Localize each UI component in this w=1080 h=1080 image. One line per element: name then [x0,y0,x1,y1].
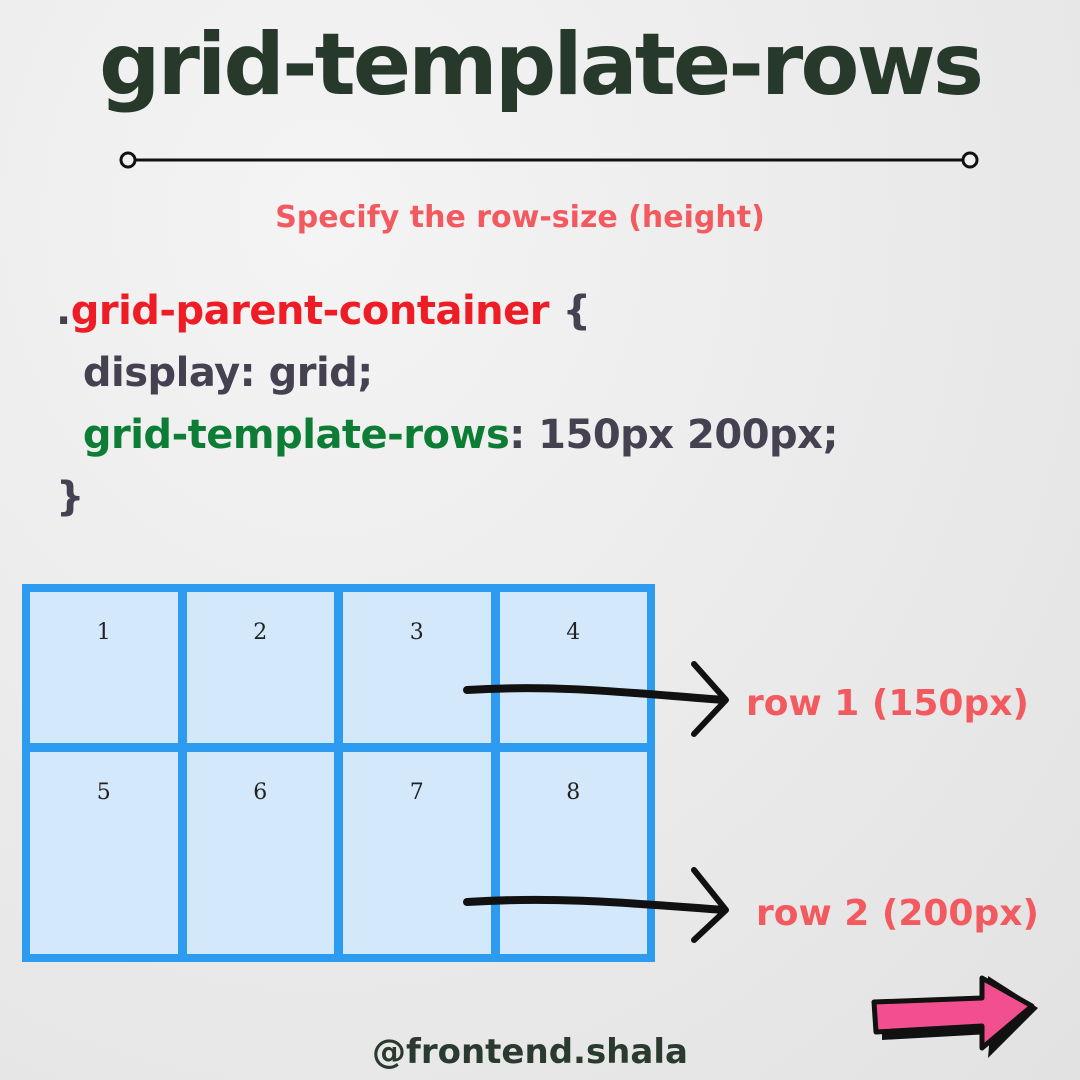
grid-cell: 4 [499,592,647,744]
selector-dot: . [56,288,71,334]
grid-cell: 6 [186,752,334,954]
code-line-display: display: grid; [56,350,373,396]
grid-cell: 5 [30,752,178,954]
grid-cell: 2 [186,592,334,744]
grid-cell: 3 [343,592,491,744]
page-title: grid-template-rows [98,15,984,115]
next-arrow-icon[interactable] [870,968,1046,1068]
grid-cell: 7 [343,752,491,954]
selector-name: grid-parent-container [70,288,550,334]
row1-label: row 1 (150px) [746,683,1029,724]
row2-label: row 2 (200px) [756,893,1039,934]
property-name: grid-template-rows [82,412,510,458]
grid-cell: 1 [30,592,178,744]
code-line-template-rows: grid-template-rows: 150px 200px; [56,404,839,466]
row2-arrow-icon [463,867,729,943]
subtitle: Specify the row-size (height) [275,200,765,235]
open-brace: { [549,288,591,334]
author-handle: @frontend.shala [372,1032,688,1072]
property-value: : 150px 200px; [509,412,838,458]
row1-arrow-icon [463,661,729,737]
code-line-close: } [56,474,84,520]
grid-cell: 8 [499,752,647,954]
code-line-selector: .grid-parent-container { [56,280,838,342]
css-code-block: .grid-parent-container { display: grid; … [56,280,838,528]
divider-icon [119,151,979,169]
